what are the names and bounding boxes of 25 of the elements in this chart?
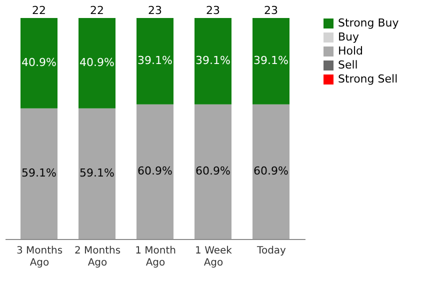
- data-label: 40.9%: [22, 56, 56, 70]
- data-label: 39.1%: [196, 54, 230, 68]
- x-tick-label: 2 Months Ago: [74, 246, 121, 268]
- data-label: 60.9%: [254, 164, 288, 178]
- data-label: 59.1%: [80, 166, 114, 180]
- data-label: 60.9%: [196, 164, 230, 178]
- annotation: 23: [206, 4, 220, 17]
- x-tick-label: 1 Week Ago: [195, 246, 232, 268]
- x-tick-label: Today: [256, 246, 286, 256]
- legend-label: Strong Sell: [338, 72, 398, 86]
- data-label: 39.1%: [254, 54, 288, 68]
- data-label: 59.1%: [22, 166, 56, 180]
- data-label: 39.1%: [138, 54, 172, 68]
- legend-label: Buy: [338, 30, 360, 44]
- x-tick-label: 1 Month Ago: [135, 246, 176, 268]
- data-label: 60.9%: [138, 164, 172, 178]
- x-tick-label: 3 Months Ago: [16, 246, 63, 268]
- legend-label: Strong Buy: [338, 16, 400, 30]
- data-label: 40.9%: [80, 56, 114, 70]
- legend-label: Sell: [338, 58, 358, 72]
- annotation: 22: [32, 4, 46, 17]
- annotation: 23: [264, 4, 278, 17]
- annotation: 22: [90, 4, 104, 17]
- annotation: 23: [148, 4, 162, 17]
- legend-label: Hold: [338, 44, 364, 58]
